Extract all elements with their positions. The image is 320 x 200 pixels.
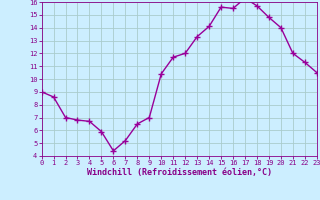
X-axis label: Windchill (Refroidissement éolien,°C): Windchill (Refroidissement éolien,°C): [87, 168, 272, 177]
